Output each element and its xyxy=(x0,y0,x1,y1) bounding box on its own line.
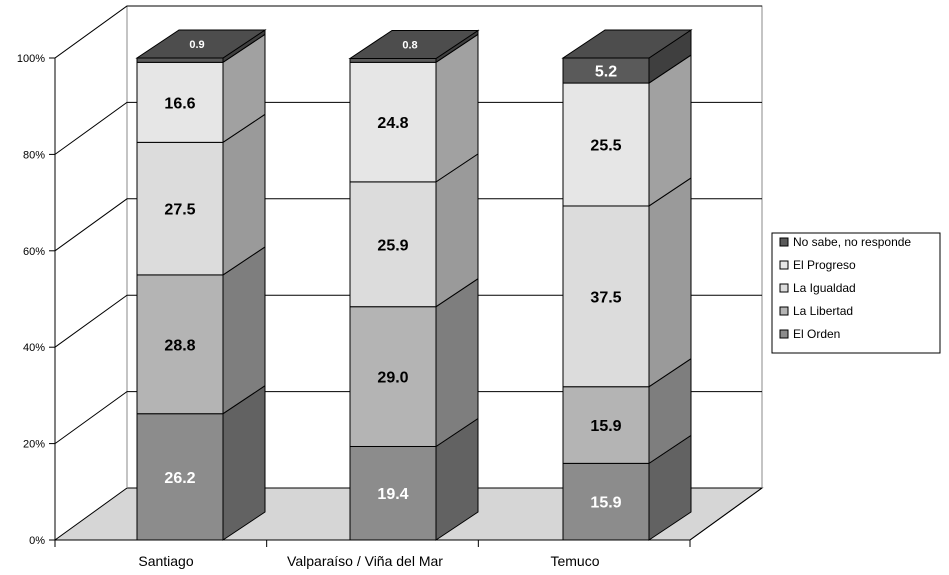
bar-segment xyxy=(349,61,437,183)
gridline xyxy=(54,198,762,252)
bar-segment-side xyxy=(222,245,266,415)
legend-box xyxy=(771,232,941,354)
legend-label: No sabe, no responde xyxy=(793,235,911,249)
x-category-label: Santiago xyxy=(138,553,193,569)
legend-label: El Orden xyxy=(793,327,840,341)
legend-label: La Igualdad xyxy=(793,281,856,295)
bar-segment-side xyxy=(648,177,692,388)
bar-segment xyxy=(562,205,650,388)
data-label: 25.9 xyxy=(377,237,408,254)
gridline xyxy=(54,391,762,445)
bar-segment-side xyxy=(435,277,479,448)
floor-edge xyxy=(689,487,763,541)
y-tick-label: 80% xyxy=(23,149,45,161)
bars: 26.2 28.8 27.5 16.6 0.9 19.4 29.0 25.9 24.8 0.8 15… xyxy=(135,29,693,541)
bar-segment xyxy=(349,306,437,447)
data-label: 0.9 xyxy=(189,39,204,51)
bar-stack: 15.9 15.9 37.5 25.5 5.2 xyxy=(561,29,693,541)
bar-top xyxy=(348,29,480,59)
gridline xyxy=(54,294,762,348)
data-label: 26.2 xyxy=(164,470,195,487)
data-label: 16.6 xyxy=(164,95,195,112)
legend-swatch xyxy=(779,237,789,247)
bar-stack: 26.2 28.8 27.5 16.6 0.9 xyxy=(135,29,267,541)
data-label: 28.8 xyxy=(164,337,195,354)
legend: No sabe, no responde El Progreso La Iguald… xyxy=(771,232,941,354)
data-label: 29.0 xyxy=(377,370,408,387)
legend-swatch xyxy=(779,283,789,293)
data-label: 25.5 xyxy=(590,138,621,155)
bar-top xyxy=(561,29,693,59)
y-tick-label: 100% xyxy=(17,53,45,65)
bar-top xyxy=(135,29,267,59)
x-category-label: Valparaíso / Viña del Mar xyxy=(287,553,443,569)
y-tick-label: 20% xyxy=(23,439,45,451)
y-tick-label: 0% xyxy=(29,535,45,547)
legend-swatch xyxy=(779,260,789,270)
bar-stack: 19.4 29.0 25.9 24.8 0.8 xyxy=(348,29,480,541)
data-label: 15.9 xyxy=(590,418,621,435)
legend-swatch xyxy=(779,306,789,316)
bar-segment xyxy=(562,57,650,84)
x-axis: Santiago Valparaíso / Viña del Mar Temuco xyxy=(54,487,763,569)
legend-label: La Libertad xyxy=(793,304,853,318)
data-label: 5.2 xyxy=(595,64,617,81)
data-label: 24.8 xyxy=(377,115,408,132)
data-label: 27.5 xyxy=(164,202,195,219)
y-tick-label: 40% xyxy=(23,342,45,354)
legend-swatch xyxy=(779,329,789,339)
legend-label: El Progreso xyxy=(793,258,856,272)
bar-segment xyxy=(562,462,650,541)
y-axis: 0% 20% 40% 60% 80% 100% xyxy=(17,53,56,547)
data-label: 15.9 xyxy=(590,495,621,512)
gridlines xyxy=(54,5,762,445)
bar-segment xyxy=(136,57,224,63)
y-tick-label: 60% xyxy=(23,246,45,258)
bar-segment xyxy=(349,57,437,63)
bar-segment xyxy=(136,413,224,541)
data-label: 0.8 xyxy=(402,39,417,51)
gridline xyxy=(54,101,762,155)
data-label: 19.4 xyxy=(377,486,408,503)
bar-segment xyxy=(136,141,224,276)
bar-segment xyxy=(349,181,437,308)
bar-segment xyxy=(136,274,224,415)
x-category-label: Temuco xyxy=(550,553,599,569)
bar-segment xyxy=(562,82,650,207)
data-label: 37.5 xyxy=(590,289,621,306)
gridline xyxy=(54,5,762,59)
